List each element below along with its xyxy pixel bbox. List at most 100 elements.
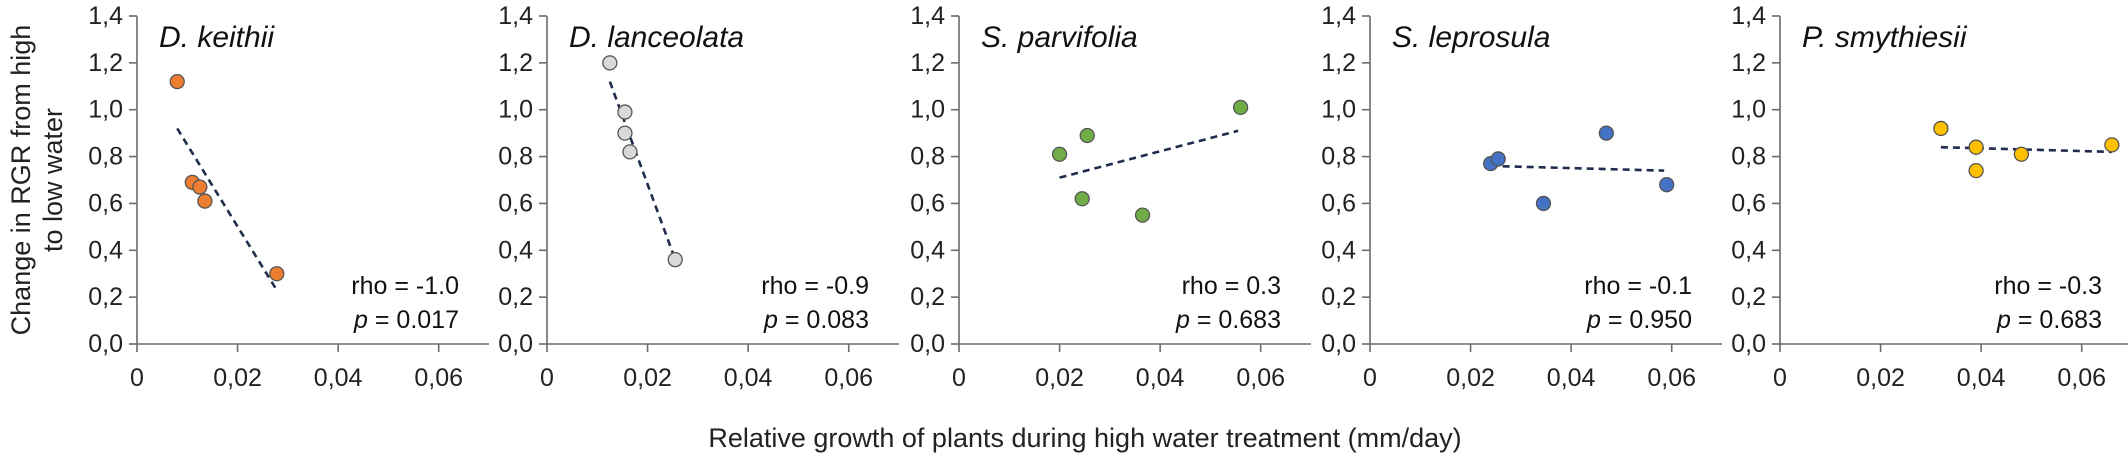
rho-label: rho = -1.0 — [351, 272, 459, 300]
x-tick-label: 0,02 — [1856, 364, 1905, 392]
x-tick-label: 0,04 — [1957, 364, 2006, 392]
x-tick-label: 0 — [1773, 364, 1787, 392]
p-value: = 0.950 — [1601, 306, 1692, 334]
y-tick-label: 1,2 — [498, 49, 533, 77]
x-tick-label: 0 — [130, 364, 144, 392]
y-tick-label: 0,4 — [1321, 236, 1356, 264]
data-point — [1134, 207, 1151, 223]
data-point — [617, 125, 633, 141]
data-point — [1232, 99, 1249, 116]
rho-label: rho = -0.9 — [761, 272, 869, 300]
x-tick-label: 0,06 — [2057, 364, 2106, 392]
trend-line — [1490, 164, 1665, 172]
y-tick-label: 0,2 — [910, 283, 945, 311]
y-tick-label: 0,6 — [1321, 189, 1356, 217]
rho-label: rho = 0.3 — [1182, 272, 1281, 300]
y-tick-label: 0,2 — [1321, 283, 1356, 311]
y-tick-label: 0,4 — [498, 236, 533, 264]
y-tick-label: 1,2 — [1731, 49, 1766, 77]
x-tick-label: 0,02 — [213, 364, 262, 392]
x-tick-label: 0 — [1363, 364, 1377, 392]
data-point — [197, 193, 213, 209]
y-tick-label: 1,4 — [498, 2, 533, 30]
y-tick-label: 0,8 — [1731, 143, 1766, 171]
p-symbol: p — [353, 306, 368, 334]
y-tick-label: 0,4 — [910, 236, 945, 264]
y-tick-label: 0,2 — [1731, 283, 1766, 311]
y-tick-label: 0,8 — [1321, 143, 1356, 171]
data-point — [617, 104, 633, 120]
x-tick-label: 0,04 — [1547, 364, 1596, 392]
data-point — [269, 266, 285, 282]
y-tick-label: 0,6 — [1731, 189, 1766, 217]
y-tick-label: 0,0 — [910, 330, 945, 358]
panel-4: 0,0 0,2 0,4 0,6 0,8 1,0 1,2 1,4 0 0,02 0,04 0,06 S. … — [1321, 2, 1722, 392]
x-tick-label: 0,02 — [1035, 364, 1084, 392]
p-value-label: p = 0.017 — [353, 306, 459, 334]
y-tick-label: 0,6 — [910, 189, 945, 217]
data-point — [667, 252, 683, 268]
y-tick-label: 0,0 — [1731, 330, 1766, 358]
x-axis-title: Relative growth of plants during high wa… — [708, 423, 1461, 453]
data-point — [1079, 127, 1095, 144]
trend-line — [608, 81, 677, 261]
x-tick-label: 0,02 — [623, 364, 672, 392]
x-tick-label: 0,06 — [824, 364, 873, 392]
panel-title: D. keithii — [159, 21, 275, 54]
panel-title: S. leprosula — [1392, 21, 1550, 54]
p-symbol: p — [1175, 306, 1190, 334]
p-value-label: p = 0.683 — [1996, 306, 2102, 334]
x-tick-label: 0,04 — [724, 364, 773, 392]
y-tick-label: 1,4 — [1731, 2, 1766, 30]
p-value-label: p = 0.950 — [1586, 306, 1692, 334]
y-tick-label: 0,2 — [498, 283, 533, 311]
y-tick-label: 0,8 — [910, 143, 945, 171]
data-point — [1074, 191, 1090, 207]
data-point — [1933, 120, 1949, 137]
y-tick-label: 1,4 — [88, 2, 123, 30]
x-tick-label: 0 — [952, 364, 966, 392]
y-tick-label: 0,2 — [88, 283, 123, 311]
y-tick-label: 1,0 — [88, 96, 123, 124]
data-point — [1968, 162, 1984, 179]
panel-5: 0,0 0,2 0,4 0,6 0,8 1,0 1,2 1,4 0 0,02 0,04 0,06 P. … — [1731, 2, 2128, 392]
data-point — [1968, 139, 1984, 155]
p-value: = 0.017 — [368, 306, 459, 334]
y-tick-label: 0,4 — [1731, 236, 1766, 264]
panel-title: S. parvifolia — [981, 21, 1138, 54]
rho-label: rho = -0.3 — [1994, 272, 2102, 300]
panel-1: 0,0 0,2 0,4 0,6 0,8 1,0 1,2 1,4 0 0,02 0,04 0,06 D. … — [88, 2, 489, 392]
p-value-label: p = 0.683 — [1175, 306, 1281, 334]
y-tick-label: 1,2 — [910, 49, 945, 77]
y-tick-label: 0,6 — [498, 189, 533, 217]
data-point — [1659, 177, 1675, 193]
chart-panels: 0,0 0,2 0,4 0,6 0,8 1,0 1,2 1,4 0 0,02 0,04 0,06 D. … — [88, 2, 2128, 392]
panel-2: 0,0 0,2 0,4 0,6 0,8 1,0 1,2 1,4 0 0,02 0,04 0,06 D. … — [498, 2, 899, 392]
y-tick-label: 0,8 — [498, 143, 533, 171]
y-tick-label: 1,0 — [1731, 96, 1766, 124]
x-tick-label: 0 — [540, 364, 554, 392]
panel-3: 0,0 0,2 0,4 0,6 0,8 1,0 1,2 1,4 0 0,02 0,04 0,06 S. … — [910, 2, 1311, 392]
y-tick-label: 0,4 — [88, 236, 123, 264]
data-point — [602, 55, 618, 71]
x-tick-label: 0,04 — [314, 364, 363, 392]
y-tick-label: 1,0 — [910, 96, 945, 124]
p-symbol: p — [1586, 306, 1601, 334]
rho-label: rho = -0.1 — [1584, 272, 1692, 300]
y-tick-label: 0,0 — [88, 330, 123, 358]
p-value-label: p = 0.083 — [763, 306, 869, 334]
y-axis-title-line-2: to low water — [38, 108, 68, 252]
data-point — [2104, 137, 2120, 153]
data-point — [2013, 146, 2030, 162]
x-tick-label: 0,06 — [1236, 364, 1285, 392]
data-point — [169, 73, 185, 90]
y-tick-label: 0,6 — [88, 189, 123, 217]
y-tick-label: 0,0 — [1321, 330, 1356, 358]
p-value: = 0.683 — [2011, 306, 2102, 334]
trend-line — [1059, 129, 1239, 179]
data-point — [192, 179, 208, 195]
data-point — [1598, 125, 1614, 141]
data-point — [1535, 195, 1552, 212]
trend-line — [176, 127, 277, 289]
y-tick-label: 0,0 — [498, 330, 533, 358]
